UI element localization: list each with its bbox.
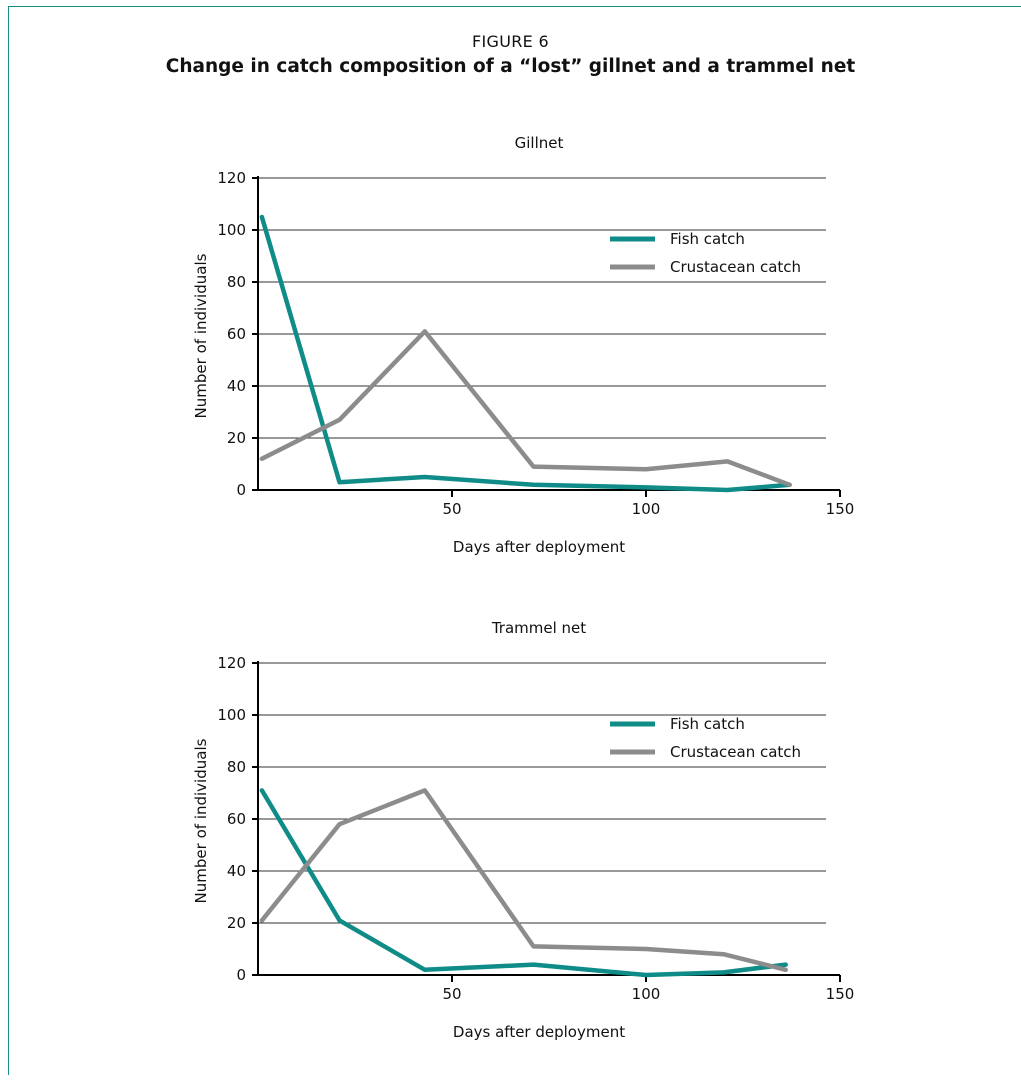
y-tick-label-100: 100 [217, 706, 246, 724]
y-tick-label-40: 40 [227, 377, 246, 395]
legend-label-fish-catch: Fish catch [670, 230, 745, 248]
y-tick-label-20: 20 [227, 429, 246, 447]
chart-title: Trammel net [491, 619, 586, 637]
x-tick-label-100: 100 [632, 985, 661, 1003]
y-axis-label: Number of individuals [192, 253, 210, 418]
gillnet-chart: Gillnet 0 20 40 60 80 100 120 50 100 150 Days after… [0, 120, 1021, 600]
series-line-crustacean-catch [262, 790, 786, 969]
chart-title: Gillnet [515, 134, 564, 152]
y-tick-label-0: 0 [236, 481, 246, 499]
x-tick-label-50: 50 [442, 500, 461, 518]
y-tick-label-80: 80 [227, 273, 246, 291]
y-tick-label-80: 80 [227, 758, 246, 776]
figure-title: Change in catch composition of a “lost” … [0, 56, 1021, 77]
x-axis-label: Days after deployment [453, 538, 625, 556]
x-tick-label-50: 50 [442, 985, 461, 1003]
trammel-net-chart: Trammel net 0 20 40 60 80 100 120 50 100 150 Days a… [0, 605, 1021, 1085]
y-tick-label-20: 20 [227, 914, 246, 932]
y-axis-label: Number of individuals [192, 738, 210, 903]
legend-label-crustacean-catch: Crustacean catch [670, 258, 801, 276]
y-tick-label-120: 120 [217, 169, 246, 187]
y-tick-label-100: 100 [217, 221, 246, 239]
x-tick-label-150: 150 [826, 985, 855, 1003]
y-tick-label-120: 120 [217, 654, 246, 672]
y-tick-label-60: 60 [227, 810, 246, 828]
x-tick-label-150: 150 [826, 500, 855, 518]
y-tick-label-40: 40 [227, 862, 246, 880]
legend-label-fish-catch: Fish catch [670, 715, 745, 733]
y-tick-label-0: 0 [236, 966, 246, 984]
x-tick-label-100: 100 [632, 500, 661, 518]
figure-label: FIGURE 6 [0, 32, 1021, 51]
series-line-crustacean-catch [262, 331, 790, 484]
x-axis-label: Days after deployment [453, 1023, 625, 1041]
legend-label-crustacean-catch: Crustacean catch [670, 743, 801, 761]
series-line-fish-catch [262, 790, 786, 975]
y-tick-label-60: 60 [227, 325, 246, 343]
